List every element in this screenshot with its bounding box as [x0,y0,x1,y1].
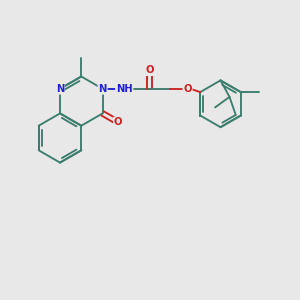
Text: O: O [183,84,192,94]
Text: N: N [98,84,107,94]
Text: N: N [56,84,64,94]
Text: NH: NH [116,84,133,94]
Text: O: O [146,65,154,75]
Text: O: O [114,117,122,128]
